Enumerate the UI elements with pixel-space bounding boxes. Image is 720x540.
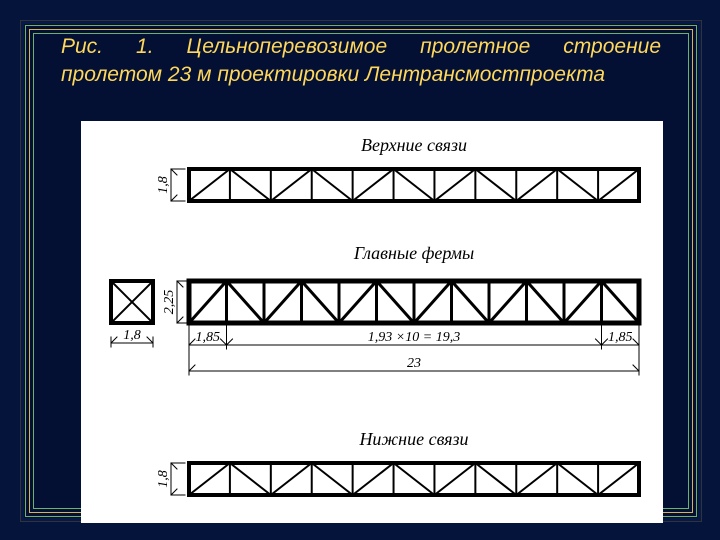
svg-text:1,8: 1,8 [123,328,141,343]
caption-line2: пролетом 23 м проектировки Лентрансмостп… [61,61,661,89]
slide-panel: Рис. 1. Цельноперевозимое пролетное стро… [20,20,702,522]
svg-text:1,8: 1,8 [156,470,171,488]
svg-text:2,25: 2,25 [162,290,177,315]
engineering-figure: Верхние связи 1,8 Главные фермы 1,8 2,25 1,85… [81,121,663,523]
svg-text:1,8: 1,8 [156,176,171,194]
svg-text:Нижние связи: Нижние связи [358,429,468,449]
svg-text:1,93 ×10 = 19,3: 1,93 ×10 = 19,3 [368,330,460,345]
svg-text:Верхние связи: Верхние связи [361,135,467,155]
svg-text:23: 23 [407,356,421,371]
figure-caption: Рис. 1. Цельноперевозимое пролетное стро… [61,33,661,90]
figure-svg: Верхние связи 1,8 Главные фермы 1,8 2,25 1,85… [81,121,663,523]
svg-text:1,85: 1,85 [196,330,221,345]
svg-text:1,85: 1,85 [608,330,633,345]
svg-text:Главные фермы: Главные фермы [353,243,474,263]
caption-line1: Рис. 1. Цельноперевозимое пролетное стро… [61,35,661,58]
